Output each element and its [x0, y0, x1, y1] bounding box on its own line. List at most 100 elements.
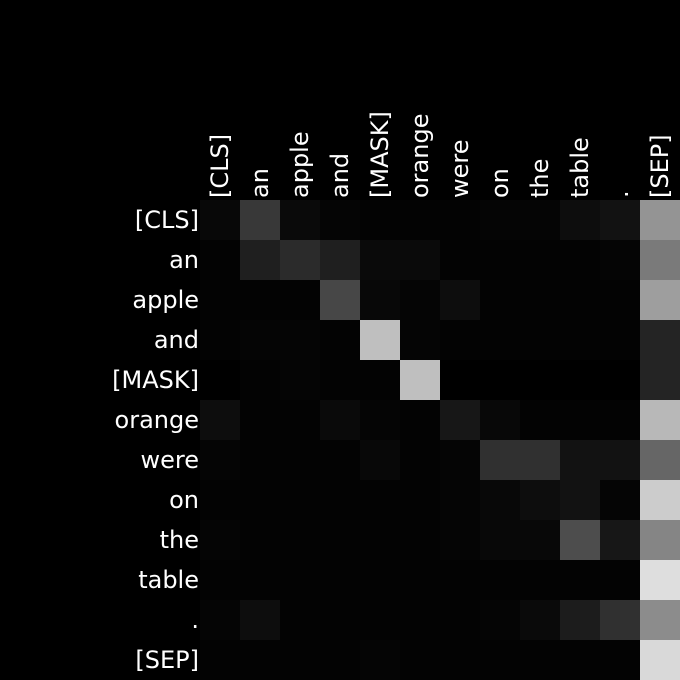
heatmap-cell: [480, 560, 520, 600]
heatmap-cell: [480, 200, 520, 240]
heatmap-cell: [200, 320, 240, 360]
heatmap-cell: [600, 440, 640, 480]
heatmap-cell: [320, 640, 360, 680]
heatmap-cell: [320, 320, 360, 360]
heatmap-cell: [360, 240, 400, 280]
x-tick-label: apple: [286, 131, 314, 198]
heatmap-cell: [240, 200, 280, 240]
heatmap-cell: [600, 400, 640, 440]
heatmap-cell: [440, 200, 480, 240]
heatmap-cell: [440, 640, 480, 680]
heatmap-cell: [440, 480, 480, 520]
heatmap-cell: [360, 560, 400, 600]
heatmap-cell: [240, 440, 280, 480]
heatmap-cell: [360, 480, 400, 520]
heatmap-cell: [440, 320, 480, 360]
heatmap-cell: [440, 520, 480, 560]
heatmap-cell: [360, 440, 400, 480]
x-tick-label: [CLS]: [206, 134, 234, 198]
heatmap-cell: [560, 360, 600, 400]
heatmap-cell: [440, 400, 480, 440]
y-tick-label: orange: [115, 406, 199, 434]
y-tick-label: apple: [132, 286, 199, 314]
heatmap-cell: [240, 360, 280, 400]
heatmap-cell: [640, 280, 680, 320]
heatmap-cell: [240, 520, 280, 560]
heatmap-cell: [200, 560, 240, 600]
x-tick-label: table: [566, 137, 594, 198]
heatmap-cell: [600, 280, 640, 320]
x-tick-label: and: [326, 153, 354, 198]
y-tick-label: [SEP]: [135, 646, 199, 674]
heatmap-cell: [560, 240, 600, 280]
heatmap-cell: [640, 440, 680, 480]
heatmap-cell: [600, 600, 640, 640]
heatmap-cell: [640, 520, 680, 560]
heatmap-cell: [640, 480, 680, 520]
heatmap-cell: [400, 400, 440, 440]
heatmap-cell: [280, 560, 320, 600]
y-tick-label: on: [169, 486, 199, 514]
heatmap-cell: [440, 280, 480, 320]
heatmap-cell: [320, 400, 360, 440]
heatmap-cell: [520, 560, 560, 600]
heatmap-cell: [280, 360, 320, 400]
heatmap-cell: [480, 320, 520, 360]
heatmap-cell: [520, 320, 560, 360]
x-tick-label: an: [246, 168, 274, 198]
heatmap-cell: [200, 600, 240, 640]
x-axis-tick-labels: [CLS] an apple and [MASK] orange were on the tabl…: [206, 111, 674, 198]
heatmap-cell: [320, 560, 360, 600]
heatmap-cell: [480, 400, 520, 440]
x-tick-label: the: [526, 159, 554, 198]
heatmap-cell: [400, 200, 440, 240]
x-tick-label: were: [446, 140, 474, 199]
heatmap-cell: [440, 560, 480, 600]
heatmap-cell: [200, 480, 240, 520]
heatmap-cell: [320, 240, 360, 280]
heatmap-cell: [200, 400, 240, 440]
heatmap-cell: [400, 600, 440, 640]
heatmap-cell: [520, 480, 560, 520]
heatmap-cell: [600, 640, 640, 680]
x-tick-label: orange: [406, 114, 434, 198]
y-tick-label: table: [138, 566, 199, 594]
heatmap-cell: [400, 240, 440, 280]
heatmap-cell: [440, 240, 480, 280]
heatmap-cell: [280, 600, 320, 640]
heatmap-cell: [560, 640, 600, 680]
heatmap-cell: [360, 640, 400, 680]
y-tick-label: and: [154, 326, 199, 354]
y-tick-label: [MASK]: [112, 366, 199, 394]
heatmap-cell: [320, 280, 360, 320]
heatmap-cell: [560, 520, 600, 560]
heatmap-cell: [480, 280, 520, 320]
heatmap-cell: [240, 600, 280, 640]
y-tick-label: were: [141, 446, 200, 474]
heatmap-cell: [280, 280, 320, 320]
heatmap-cell: [320, 440, 360, 480]
heatmap-cell: [600, 240, 640, 280]
heatmap-cell: [560, 440, 600, 480]
heatmap-cell: [280, 440, 320, 480]
heatmap-cell: [280, 240, 320, 280]
heatmap-cell: [320, 600, 360, 640]
heatmap-cell: [200, 360, 240, 400]
heatmap-cell: [240, 480, 280, 520]
heatmap-cell: [200, 280, 240, 320]
heatmap-cell: [200, 440, 240, 480]
heatmap-cell: [560, 280, 600, 320]
heatmap-cell: [320, 520, 360, 560]
heatmap-cell: [520, 440, 560, 480]
heatmap-cell: [560, 480, 600, 520]
heatmap-cell: [400, 280, 440, 320]
x-tick-label: [SEP]: [646, 134, 674, 198]
heatmap-cell: [400, 640, 440, 680]
heatmap-cell: [640, 320, 680, 360]
heatmap-cell: [480, 440, 520, 480]
heatmap-cell: [640, 640, 680, 680]
heatmap-cell: [360, 520, 400, 560]
heatmap-cell: [240, 640, 280, 680]
heatmap-cell: [600, 360, 640, 400]
